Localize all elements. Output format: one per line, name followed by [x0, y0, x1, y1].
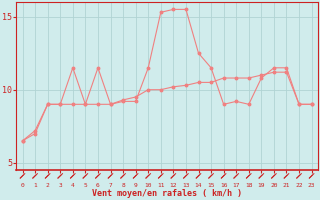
- X-axis label: Vent moyen/en rafales ( km/h ): Vent moyen/en rafales ( km/h ): [92, 189, 242, 198]
